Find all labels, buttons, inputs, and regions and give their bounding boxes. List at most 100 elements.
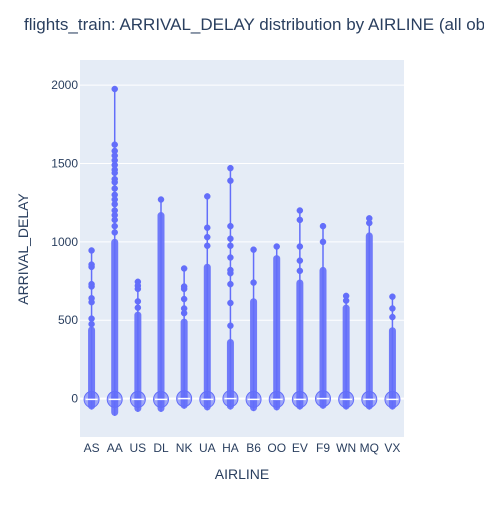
plot-area [80, 60, 404, 437]
outlier-point [296, 207, 304, 214]
x-axis-ticks: AS AA US DL NK UA HA B6 OO EV F9 WN MQ VX [84, 441, 401, 455]
outlier-point [273, 243, 280, 250]
x-tick-label: DL [153, 441, 169, 455]
outlier-point [111, 185, 118, 192]
outlier-point [204, 224, 211, 231]
dense-points [342, 304, 350, 410]
x-tick-label: AA [107, 441, 123, 455]
dense-points [134, 311, 142, 412]
x-tick-label: VX [384, 441, 400, 455]
outlier-point [227, 280, 234, 288]
outlier-point [180, 309, 188, 317]
dense-points [111, 238, 119, 416]
dense-points [365, 232, 373, 410]
outlier-point [227, 222, 234, 230]
outlier-point [296, 267, 304, 275]
outlier-point [134, 298, 142, 305]
outlier-point [180, 285, 188, 293]
x-tick-label: B6 [246, 441, 261, 455]
outlier-point [389, 305, 396, 312]
outlier-point [296, 243, 304, 250]
dense-points [319, 266, 327, 409]
outlier-point [366, 219, 373, 227]
outlier-point [88, 263, 95, 271]
outlier-point [250, 246, 257, 253]
y-tick-label: 2000 [51, 78, 78, 92]
chart-title: flights_train: ARRIVAL_DELAY distributio… [24, 15, 484, 34]
dense-points [157, 212, 165, 412]
violin-as [83, 247, 100, 410]
violin-mq [361, 215, 378, 410]
dense-points [250, 298, 258, 412]
outlier-point [342, 297, 350, 304]
outlier-point [204, 242, 211, 250]
outlier-point [134, 304, 142, 311]
x-tick-label: MQ [360, 441, 379, 455]
outlier-point [227, 322, 234, 329]
violin-dl [153, 196, 169, 412]
outlier-point [157, 196, 165, 203]
outlier-point [319, 238, 327, 246]
dense-points [296, 279, 304, 410]
dense-points [88, 326, 96, 410]
violin-us [129, 278, 146, 412]
x-tick-label: EV [292, 441, 308, 455]
outlier-point [227, 177, 234, 184]
outlier-point [88, 247, 95, 254]
outlier-point [204, 193, 211, 200]
outlier-point [88, 283, 95, 290]
dense-points [388, 327, 396, 410]
x-tick-label: F9 [316, 441, 330, 455]
violin-ha [222, 164, 239, 410]
x-axis-title: AIRLINE [215, 466, 269, 482]
outlier-point [319, 222, 327, 230]
dense-points [273, 255, 281, 411]
outlier-point [111, 141, 118, 148]
y-tick-label: 1000 [51, 235, 78, 249]
y-tick-label: 500 [58, 313, 78, 327]
violin-f9 [315, 222, 331, 409]
x-tick-label: US [130, 441, 147, 455]
outlier-point [111, 179, 118, 186]
outlier-point [88, 320, 95, 328]
outlier-point [227, 299, 234, 307]
outlier-point [180, 295, 188, 303]
x-tick-label: OO [267, 441, 286, 455]
outlier-point [111, 222, 118, 230]
outlier-point [227, 164, 234, 172]
x-tick-label: WN [336, 441, 356, 455]
outlier-point [389, 293, 396, 300]
violin-ua [199, 193, 216, 411]
violins [83, 85, 401, 416]
x-tick-label: NK [176, 441, 193, 455]
dense-points [203, 263, 211, 411]
outlier-point [111, 169, 118, 177]
outlier-point [88, 298, 95, 306]
outlier-point [227, 254, 234, 261]
outlier-point [111, 229, 118, 236]
outlier-point [180, 265, 188, 272]
violin-b6 [245, 246, 262, 412]
y-axis-ticks: 0 500 1000 1500 2000 [51, 78, 78, 406]
y-tick-label: 1500 [51, 156, 78, 170]
outlier-point [227, 242, 234, 250]
outlier-point [111, 200, 118, 208]
dense-points [180, 318, 188, 409]
outlier-point [111, 85, 118, 93]
outlier-point [296, 216, 304, 224]
outlier-point [227, 269, 234, 277]
x-tick-label: HA [222, 441, 239, 455]
x-tick-label: UA [199, 441, 216, 455]
outlier-point [134, 285, 142, 293]
violin-ev [291, 207, 308, 410]
outlier-point [204, 233, 211, 241]
outlier-point [389, 313, 396, 321]
outlier-point [88, 315, 95, 322]
violin-oo [268, 243, 285, 411]
outlier-point [250, 279, 257, 286]
outlier-point [227, 235, 234, 242]
outlier-point [111, 216, 118, 224]
y-axis-title: ARRIVAL_DELAY [15, 193, 31, 305]
y-tick-label: 0 [71, 392, 78, 406]
